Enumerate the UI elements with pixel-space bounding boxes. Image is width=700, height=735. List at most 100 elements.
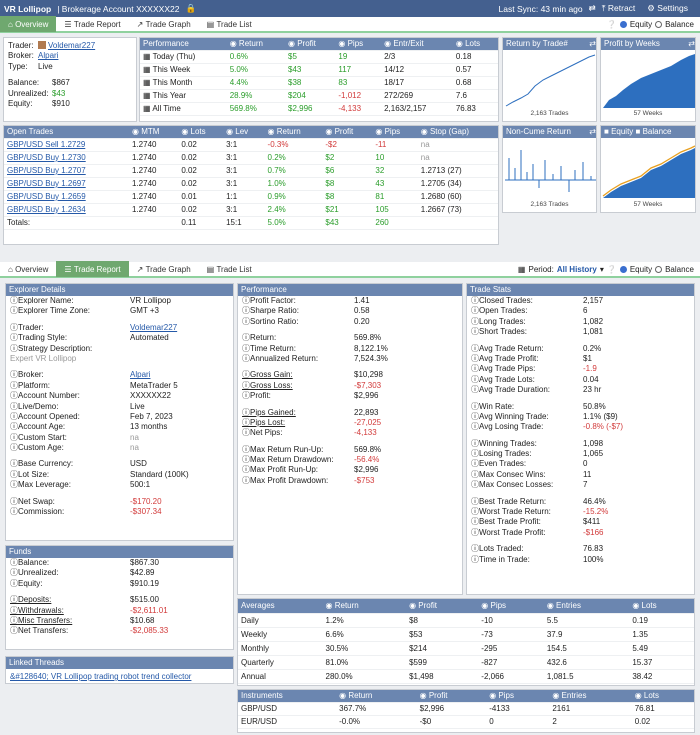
detail-row: ⓘLots Traded: 76.83 [471, 544, 604, 554]
detail-row: ⓘMax Return Drawdown: -56.4% [242, 455, 380, 465]
table-cell[interactable]: GBP/USD Sell 1.2729 [4, 138, 129, 152]
column-header[interactable]: ◉ Lots [178, 126, 224, 139]
table-cell: $6 [322, 164, 373, 178]
table-cell: $599 [406, 655, 479, 670]
equity-radio[interactable] [619, 20, 627, 28]
table-row: Weekly 6.6% $53 -73 37.9 1.35 [238, 627, 694, 642]
column-header[interactable]: ◉ Profit [416, 690, 487, 703]
detail-row: ⓘNet Swap: -$170.20 [10, 496, 162, 506]
table-cell: 81 [372, 190, 418, 204]
column-header[interactable]: Averages [238, 599, 323, 614]
table-row: Totals: 0.11 15:1 5.0% $43 260 [4, 216, 498, 230]
calendar-icon: ▦ [517, 264, 526, 274]
detail-row: ⓘAvg Trade Profit: $1 [471, 353, 592, 363]
table-cell[interactable]: GBP/USD Buy 1.2730 [4, 151, 129, 165]
table-cell: 2161 [549, 702, 632, 716]
column-header[interactable]: ◉ Lev [223, 126, 265, 139]
table-cell: 3:1 [223, 151, 265, 165]
tab-trade-graph[interactable]: ↗ Trade Graph [136, 19, 191, 29]
column-header[interactable]: ◉ Entries [549, 690, 632, 703]
tab-trade-list[interactable]: ▤ Trade List [206, 19, 252, 29]
column-header[interactable]: ◉ Profit [322, 126, 373, 139]
detail-row: ⓘProfit Factor: 1.41 [242, 296, 370, 305]
table-cell: 117 [335, 63, 382, 77]
table-cell[interactable]: GBP/USD Buy 1.2707 [4, 164, 129, 178]
balance-radio[interactable] [655, 20, 663, 28]
table-cell: 569.8% [226, 102, 286, 116]
column-header[interactable]: ◉ Return [322, 599, 407, 614]
table-cell: 3:1 [223, 177, 265, 191]
table-cell: -10 [478, 613, 544, 628]
sync-icon[interactable]: ⇄ [588, 3, 596, 13]
retract-button[interactable]: ⤒ Retract [601, 3, 636, 13]
detail-row: ⓘTrader: Voldemar227 [10, 322, 178, 332]
table-cell: 43 [372, 177, 418, 191]
balance-radio-2[interactable] [655, 265, 663, 273]
tab-trade-report[interactable]: ☰ Trade Report [64, 19, 121, 29]
table-cell: -1,012 [335, 89, 382, 103]
column-header[interactable]: ◉ Profit [285, 38, 336, 51]
table-cell: 10 [372, 151, 418, 165]
table-cell: $43 [285, 63, 336, 77]
table-cell[interactable]: GBP/USD Buy 1.2659 [4, 190, 129, 204]
column-header[interactable]: ◉ Return [264, 126, 323, 139]
column-header[interactable]: ◉ Return [336, 690, 417, 703]
table-cell: 1.2740 [129, 177, 179, 191]
help-icon[interactable]: ❔ [606, 19, 617, 29]
table-cell: 2 [549, 715, 632, 729]
column-header[interactable]: ◉ Return [226, 38, 286, 51]
period-select[interactable]: All History [556, 264, 597, 274]
table-cell: 76.81 [631, 702, 694, 716]
detail-row: ⓘMax Return Run-Up: 569.8% [242, 444, 382, 454]
table-cell: 0.02 [631, 715, 694, 729]
title-bar: VR Lollipop | Brokerage Account XXXXXX22… [0, 0, 700, 17]
column-header[interactable]: ◉ Stop (Gap) [417, 126, 498, 139]
table-cell: 7.6 [452, 89, 498, 103]
account-label: | Brokerage Account XXXXXX22 [57, 3, 180, 14]
table-cell: 1.2667 (73) [417, 203, 498, 217]
column-header[interactable]: ◉ MTM [129, 126, 179, 139]
table-cell: -295 [478, 641, 544, 656]
tab-trade-report-2[interactable]: ☰ Trade Report [56, 261, 129, 277]
column-header[interactable]: ◉ Pips [335, 38, 382, 51]
table-cell: 0.9% [264, 190, 323, 204]
tab-overview-2[interactable]: ⌂ Overview [8, 264, 49, 274]
settings-button[interactable]: ⚙ Settings [647, 3, 688, 13]
detail-row: ⓘAvg Losing Trade: -0.8% (-$7) [471, 422, 624, 432]
detail-row: ⓘExplorer Name: VR Lollipop [10, 296, 171, 305]
lock-icon: 🔒 [185, 3, 197, 13]
table-cell: 2/3 [381, 50, 453, 64]
column-header[interactable]: ◉ Pips [478, 599, 544, 614]
help-icon-2[interactable]: ❔ [606, 264, 617, 274]
column-header[interactable]: ◉ Lots [631, 690, 694, 703]
column-header[interactable]: ◉ Lots [629, 599, 694, 614]
table-cell: 1.2713 (27) [417, 164, 498, 178]
column-header[interactable]: ◉ Pips [372, 126, 418, 139]
column-header[interactable]: ◉ Lots [452, 38, 498, 51]
trader-link[interactable]: Voldemar227 [48, 41, 96, 50]
column-header[interactable]: Open Trades [4, 126, 129, 139]
tab-trade-list-2[interactable]: ▤ Trade List [206, 264, 252, 274]
tab-overview[interactable]: ⌂ Overview [0, 16, 57, 32]
tab-trade-graph-2[interactable]: ↗ Trade Graph [136, 264, 191, 274]
column-header[interactable]: ◉ Entr/Exit [381, 38, 453, 51]
equity-radio-2[interactable] [619, 265, 627, 273]
column-header[interactable]: Instruments [238, 690, 337, 703]
table-cell[interactable]: GBP/USD Buy 1.2697 [4, 177, 129, 191]
column-header[interactable]: Performance [140, 38, 227, 51]
table-cell: 260 [372, 216, 418, 230]
detail-row: ⓘClosed Trades: 2,157 [471, 296, 604, 305]
explorer-details-panel: Explorer Details ⓘExplorer Name: VR Lolli… [5, 283, 234, 541]
table-cell[interactable]: GBP/USD Buy 1.2634 [4, 203, 129, 217]
table-row: ▦ All Time 569.8% $2,996 -4,133 2,163/2,157 7… [140, 102, 498, 116]
table-cell: $38 [285, 76, 336, 90]
column-header[interactable]: ◉ Entries [543, 599, 630, 614]
detail-row: ⓘUnrealized: $42.89 [10, 568, 155, 578]
column-header[interactable]: ◉ Profit [406, 599, 479, 614]
broker-link[interactable]: Alpari [38, 51, 59, 61]
table-cell: 1.2705 (34) [417, 177, 498, 191]
column-header[interactable]: ◉ Pips [486, 690, 550, 703]
table-row: EUR/USD -0.0% -$0 0 2 0.02 [238, 715, 694, 729]
thread-link[interactable]: &#128640; VR Lollipop trading robot tren… [10, 672, 192, 681]
table-cell: -$0 [416, 715, 487, 729]
